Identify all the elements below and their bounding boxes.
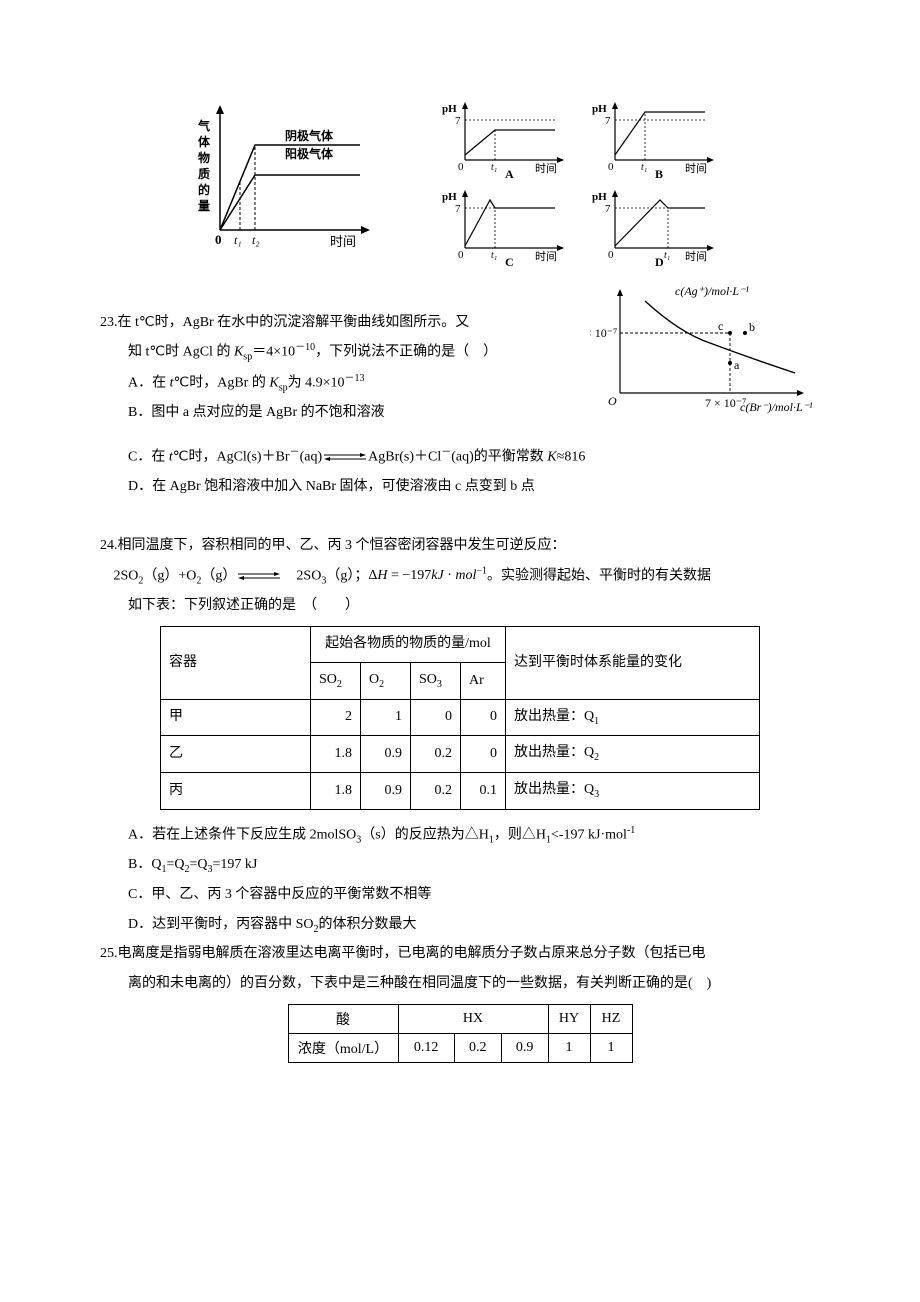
q24-th-energy: 达到平衡时体系能量的变化 bbox=[506, 627, 760, 699]
svg-text:O: O bbox=[608, 394, 617, 408]
svg-text:7: 7 bbox=[455, 203, 461, 215]
q24-equation: 2SO2（g）+O2（g） 2SO3（g）；ΔH = −197kJ · mol−… bbox=[110, 561, 820, 591]
svg-text:t₁: t₁ bbox=[641, 162, 647, 173]
svg-text:7 × 10⁻⁷: 7 × 10⁻⁷ bbox=[705, 396, 746, 410]
q25-number: 25. bbox=[100, 946, 118, 961]
svg-text:量: 量 bbox=[198, 199, 210, 213]
q24-table: 容器 起始各物质的物质的量/mol 达到平衡时体系能量的变化 SO2 O2 SO… bbox=[160, 626, 760, 810]
svg-text:气: 气 bbox=[197, 118, 210, 133]
q24-option-c: C．甲、乙、丙 3 个容器中反应的平衡常数不相等 bbox=[128, 880, 820, 909]
q24-option-d: D．达到平衡时，丙容器中 SO2的体积分数最大 bbox=[128, 910, 820, 940]
q23-stem-1: 在 t℃时，AgBr 在水中的沉淀溶解平衡曲线如图所示。又 bbox=[118, 315, 470, 330]
cathode-label: 阴极气体 bbox=[285, 128, 334, 143]
table-row: 丙 1.8 0.9 0.2 0.1 放出热量：Q3 bbox=[161, 773, 760, 810]
x-label-time: 时间 bbox=[330, 234, 356, 249]
top-figures: 气 体 物 质 的 量 0 t₁ t₂ 时间 阴极气体 阳极气体 bbox=[190, 100, 820, 268]
svg-text:D: D bbox=[655, 255, 664, 268]
q24-stem: 相同温度下，容积相同的甲、乙、丙 3 个恒容密闭容器中发生可逆反应： bbox=[118, 538, 566, 553]
q23-option-d: D．在 AgBr 饱和溶液中加入 NaBr 固体，可使溶液由 c 点变到 b 点 bbox=[128, 472, 820, 501]
svg-text:7: 7 bbox=[605, 203, 611, 215]
question-24: 24.相同温度下，容积相同的甲、乙、丙 3 个恒容密闭容器中发生可逆反应： 2S… bbox=[100, 531, 820, 939]
q24-option-a: A．若在上述条件下反应生成 2molSO3（s）的反应热为△H1，则△H1<-1… bbox=[128, 820, 820, 850]
svg-text:c(Br⁻)/mol·L⁻¹: c(Br⁻)/mol·L⁻¹ bbox=[740, 400, 813, 414]
svg-text:7: 7 bbox=[605, 115, 611, 127]
svg-text:时间: 时间 bbox=[535, 250, 557, 263]
svg-text:t₁: t₁ bbox=[664, 250, 670, 261]
q24-th-container: 容器 bbox=[161, 627, 311, 699]
svg-text:7 × 10⁻⁷: 7 × 10⁻⁷ bbox=[590, 326, 617, 340]
svg-text:体: 体 bbox=[198, 134, 211, 149]
ph-chart-a: pH 7 0 时间 t₁ A bbox=[440, 100, 580, 180]
q23-option-c: C．在 t℃时，AgCl(s)＋Br－(aq)AgBr(s)＋Cl－(aq)的平… bbox=[128, 442, 820, 472]
ph-chart-d: pH 7 0 时间 t₁ D bbox=[590, 188, 730, 268]
table-row: 甲 2 1 0 0 放出热量：Q1 bbox=[161, 699, 760, 736]
svg-text:时间: 时间 bbox=[685, 162, 707, 175]
svg-text:C: C bbox=[505, 255, 514, 268]
q23-ksp-graph: c(Ag⁺)/mol·L⁻¹ c(Br⁻)/mol·L⁻¹ O 7 × 10⁻⁷… bbox=[590, 283, 820, 423]
svg-text:c(Ag⁺)/mol·L⁻¹: c(Ag⁺)/mol·L⁻¹ bbox=[675, 284, 749, 298]
svg-text:t₁: t₁ bbox=[491, 162, 497, 173]
svg-text:时间: 时间 bbox=[535, 162, 557, 175]
t2-label: t₂ bbox=[252, 233, 260, 247]
svg-text:c: c bbox=[718, 319, 723, 333]
table-row: 乙 1.8 0.9 0.2 0 放出热量：Q2 bbox=[161, 736, 760, 773]
anode-label: 阳极气体 bbox=[285, 146, 334, 161]
q25-stem-2: 离的和未电离的）的百分数，下表中是三种酸在相同温度下的一些数据，有关判断正确的是… bbox=[128, 969, 820, 998]
svg-text:pH: pH bbox=[442, 103, 457, 115]
svg-text:0: 0 bbox=[608, 249, 614, 261]
svg-text:物: 物 bbox=[198, 150, 210, 165]
svg-text:的: 的 bbox=[198, 182, 210, 197]
svg-text:0: 0 bbox=[458, 161, 464, 173]
svg-text:pH: pH bbox=[442, 191, 457, 203]
svg-text:pH: pH bbox=[592, 103, 607, 115]
svg-text:7: 7 bbox=[455, 115, 461, 127]
svg-text:pH: pH bbox=[592, 191, 607, 203]
q23-number: 23. bbox=[100, 315, 118, 330]
q24-stem-3: 如下表：下列叙述正确的是 （ ） bbox=[128, 591, 820, 620]
q24-number: 24. bbox=[100, 538, 118, 553]
svg-text:时间: 时间 bbox=[685, 250, 707, 263]
svg-text:质: 质 bbox=[198, 166, 210, 181]
q24-option-b: B．Q1=Q2=Q3=197 kJ bbox=[128, 850, 820, 880]
svg-text:0: 0 bbox=[608, 161, 614, 173]
svg-text:A: A bbox=[505, 167, 514, 180]
q24-th-start: 起始各物质的物质的量/mol bbox=[311, 627, 506, 662]
svg-text:a: a bbox=[734, 358, 740, 372]
question-23: c(Ag⁺)/mol·L⁻¹ c(Br⁻)/mol·L⁻¹ O 7 × 10⁻⁷… bbox=[100, 308, 820, 501]
ph-chart-c: pH 7 0 时间 t₁ C bbox=[440, 188, 580, 268]
electrolysis-chart: 气 体 物 质 的 量 0 t₁ t₂ 时间 阴极气体 阳极气体 bbox=[190, 100, 380, 260]
svg-text:b: b bbox=[749, 320, 755, 334]
svg-text:0: 0 bbox=[215, 232, 222, 247]
q25-stem-1: 电离度是指弱电解质在溶液里达电离平衡时，已电离的电解质分子数占原来总分子数（包括… bbox=[118, 946, 706, 961]
svg-text:B: B bbox=[655, 167, 663, 180]
q25-table: 酸 HX HY HZ 浓度（mol/L） 0.12 0.2 0.9 1 1 bbox=[288, 1004, 633, 1063]
svg-text:0: 0 bbox=[458, 249, 464, 261]
ph-charts-quad: pH 7 0 时间 t₁ A pH bbox=[440, 100, 730, 268]
svg-text:t₁: t₁ bbox=[491, 250, 497, 261]
t1-label: t₁ bbox=[234, 233, 242, 247]
ph-chart-b: pH 7 0 时间 t₁ B bbox=[590, 100, 730, 180]
question-25: 25.电离度是指弱电解质在溶液里达电离平衡时，已电离的电解质分子数占原来总分子数… bbox=[100, 939, 820, 1063]
